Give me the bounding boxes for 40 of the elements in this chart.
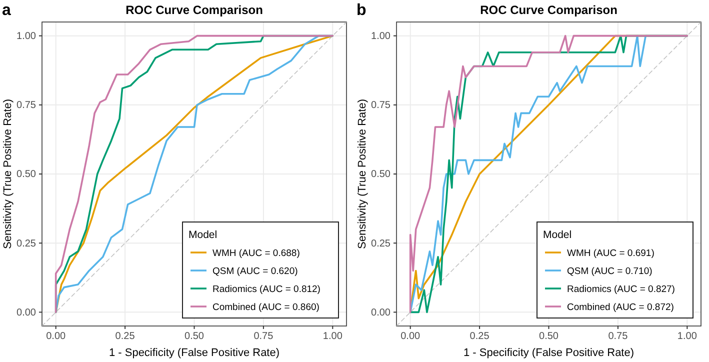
y-tick-label: 1.00 bbox=[16, 31, 36, 42]
legend-label: Radiomics (AUC = 0.827) bbox=[567, 284, 675, 295]
text: a bbox=[2, 2, 11, 19]
legend-title: Model bbox=[188, 229, 218, 241]
y-tick-label: 0.00 bbox=[371, 307, 391, 318]
y-tick-label: 0.00 bbox=[16, 307, 36, 318]
legend-label: Combined (AUC = 0.872) bbox=[567, 302, 674, 313]
chart-title: ROC Curve Comparison bbox=[480, 3, 618, 17]
x-tick-label: 0.25 bbox=[115, 331, 136, 342]
x-tick-label: 0.25 bbox=[470, 331, 490, 342]
legend-title: Model bbox=[543, 229, 572, 241]
line-series bbox=[54, 34, 334, 314]
line-series bbox=[409, 34, 688, 314]
y-tick-label: 0.75 bbox=[371, 100, 391, 112]
x-axis-title: 1 - Specificity (False Positive Rate) bbox=[108, 347, 280, 359]
chart-title: ROC Curve Comparison bbox=[126, 3, 263, 17]
legend-label: QSM (AUC = 0.710) bbox=[567, 266, 652, 277]
x-tick-label: 0.50 bbox=[184, 331, 204, 342]
legend-label: WMH (AUC = 0.691) bbox=[567, 248, 654, 259]
legend-label: Radiomics (AUC = 0.812) bbox=[212, 284, 320, 295]
y-axis-title: Sensitivity (True Positive Rate) bbox=[356, 99, 368, 249]
x-axis-title: 1 - Specificity (False Positive Rate) bbox=[463, 347, 634, 359]
y-tick-label: 0.50 bbox=[16, 169, 36, 180]
y-tick-label: 0.75 bbox=[16, 100, 36, 112]
x-tick-label: 1.00 bbox=[677, 331, 698, 342]
y-tick-label: 1.00 bbox=[371, 31, 391, 42]
x-tick-label: 0.00 bbox=[46, 331, 66, 342]
y-axis-title: Sensitivity (True Positive Rate) bbox=[2, 99, 14, 249]
legend-label: Combined (AUC = 0.860) bbox=[212, 302, 320, 313]
legend-label: QSM (AUC = 0.620) bbox=[212, 266, 298, 277]
x-tick-label: 0.75 bbox=[608, 331, 628, 342]
y-tick-label: 0.25 bbox=[16, 238, 36, 250]
y-tick-label: 0.25 bbox=[371, 238, 391, 250]
x-tick-label: 0.00 bbox=[400, 331, 421, 342]
y-tick-label: 0.50 bbox=[371, 169, 391, 180]
x-tick-label: 0.75 bbox=[254, 331, 274, 342]
x-tick-label: 0.50 bbox=[539, 331, 559, 342]
legend-label: WMH (AUC = 0.688) bbox=[212, 248, 300, 259]
text: b bbox=[356, 2, 366, 19]
x-tick-label: 1.00 bbox=[322, 331, 343, 342]
